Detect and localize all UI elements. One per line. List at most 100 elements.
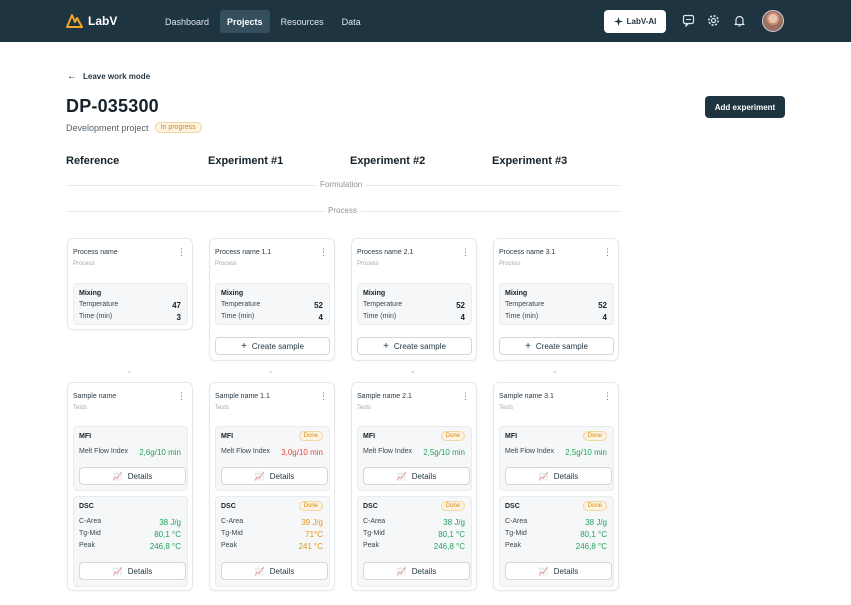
done-badge: Done [582, 501, 607, 511]
result-value: 80,1 °C [580, 530, 607, 539]
sample-card[interactable]: Sample name 2.1 Tests ⋮ MFI Done Melt Fl… [351, 382, 477, 591]
result-label: Melt Flow Index [221, 448, 271, 455]
param-value: 3 [176, 313, 181, 322]
param-label: Temperature [363, 301, 403, 308]
more-options-icon[interactable]: ⋮ [319, 247, 328, 257]
done-badge: Done [298, 431, 323, 441]
result-value: 3,0g/10 min [281, 448, 323, 457]
process-name: Process name 3.1 [499, 249, 556, 256]
chart-icon: 📈 [396, 471, 407, 481]
leave-work-mode-label: Leave work mode [83, 72, 151, 81]
param-label: Time (min) [363, 313, 397, 320]
more-options-icon[interactable]: ⋮ [319, 391, 328, 401]
column-header-reference: Reference [66, 155, 120, 167]
section-title: Mixing [79, 290, 102, 297]
result-row: Peak 241 °C [221, 542, 323, 551]
app-logo[interactable]: LabV [66, 13, 117, 28]
result-label: C-Area [363, 518, 386, 525]
add-experiment-button[interactable]: Add experiment [705, 96, 785, 118]
column-header-experiment-3: Experiment #3 [492, 155, 568, 167]
chat-icon[interactable] [682, 14, 695, 27]
process-type: Process [215, 261, 237, 267]
details-label: Details [127, 566, 153, 576]
create-sample-button[interactable]: + Create sample [357, 337, 472, 355]
dsc-section: DSC Done C-Area 38 J/g Tg-Mid 80,1 °C Pe… [499, 496, 614, 587]
sample-name: Sample name [73, 393, 117, 400]
sample-type: Tests [215, 405, 230, 411]
result-value: 80,1 °C [154, 530, 181, 539]
column-header-experiment-2: Experiment #2 [350, 155, 426, 167]
result-row: Tg-Mid 80,1 °C [505, 530, 607, 539]
result-label: C-Area [221, 518, 244, 525]
section-title: MFI [79, 433, 92, 440]
param-label: Temperature [79, 301, 119, 308]
process-card[interactable]: Process name 1.1 Process ⋮ Mixing Temper… [209, 238, 335, 361]
nav-resources[interactable]: Resources [280, 16, 324, 27]
result-value: 246,8 °C [433, 542, 465, 551]
result-row: Peak 246,8 °C [505, 542, 607, 551]
result-label: C-Area [79, 518, 102, 525]
param-row: Temperature 52 [363, 301, 465, 310]
process-divider-label[interactable]: Process [324, 206, 361, 215]
result-row: Melt Flow Index 2,6g/10 min [79, 448, 181, 457]
bell-icon[interactable] [733, 14, 746, 27]
dsc-section: DSC Done C-Area 39 J/g Tg-Mid 71°C Peak … [215, 496, 330, 587]
process-card[interactable]: Process name 2.1 Process ⋮ Mixing Temper… [351, 238, 477, 361]
details-button[interactable]: 📈 Details [221, 467, 328, 485]
result-value: 38 J/g [585, 518, 607, 527]
sample-card[interactable]: Sample name 3.1 Tests ⋮ MFI Done Melt Fl… [493, 382, 619, 591]
create-sample-button[interactable]: + Create sample [499, 337, 614, 355]
plus-icon: + [525, 340, 531, 352]
more-options-icon[interactable]: ⋮ [461, 247, 470, 257]
result-label: Tg-Mid [79, 530, 101, 537]
labv-ai-button[interactable]: LabV-AI [604, 10, 666, 33]
details-button[interactable]: 📈 Details [363, 562, 470, 580]
details-button[interactable]: 📈 Details [79, 467, 186, 485]
done-badge: Done [298, 501, 323, 511]
create-sample-button[interactable]: + Create sample [215, 337, 330, 355]
user-avatar[interactable] [762, 10, 784, 32]
sample-name: Sample name 2.1 [357, 393, 412, 400]
sample-type: Tests [499, 405, 514, 411]
more-options-icon[interactable]: ⋮ [177, 247, 186, 257]
more-options-icon[interactable]: ⋮ [177, 391, 186, 401]
leave-work-mode-link[interactable]: ← Leave work mode [67, 71, 150, 82]
details-label: Details [127, 471, 153, 481]
result-label: Tg-Mid [221, 530, 243, 537]
details-button[interactable]: 📈 Details [505, 467, 612, 485]
process-card[interactable]: Process name Process ⋮ Mixing Temperatur… [67, 238, 193, 330]
process-card[interactable]: Process name 3.1 Process ⋮ Mixing Temper… [493, 238, 619, 361]
section-title: Mixing [221, 290, 244, 297]
details-button[interactable]: 📈 Details [505, 562, 612, 580]
more-options-icon[interactable]: ⋮ [603, 391, 612, 401]
nav-data[interactable]: Data [341, 16, 361, 27]
nav-dashboard[interactable]: Dashboard [165, 16, 210, 27]
details-button[interactable]: 📈 Details [363, 467, 470, 485]
result-label: C-Area [505, 518, 528, 525]
chart-icon: 📈 [112, 471, 123, 481]
more-options-icon[interactable]: ⋮ [603, 247, 612, 257]
more-options-icon[interactable]: ⋮ [461, 391, 470, 401]
details-button[interactable]: 📈 Details [79, 562, 186, 580]
param-label: Time (min) [505, 313, 539, 320]
result-row: C-Area 38 J/g [79, 518, 181, 527]
details-button[interactable]: 📈 Details [221, 562, 328, 580]
result-value: 2,6g/10 min [139, 448, 181, 457]
mixing-section: Mixing Temperature 52 Time (min) 4 [499, 283, 614, 325]
result-row: C-Area 38 J/g [363, 518, 465, 527]
plus-icon: + [383, 340, 389, 352]
formulation-divider-label[interactable]: Formulation [316, 180, 367, 189]
labv-ai-label: LabV-AI [626, 17, 657, 26]
result-row: Tg-Mid 80,1 °C [79, 530, 181, 539]
sample-card[interactable]: Sample name 1.1 Tests ⋮ MFI Done Melt Fl… [209, 382, 335, 591]
nav-projects[interactable]: Projects [220, 10, 270, 33]
process-name: Process name [73, 249, 118, 256]
gear-icon[interactable] [707, 14, 720, 27]
chevron-down-icon: ⌄ [268, 368, 274, 375]
chart-icon: 📈 [254, 471, 265, 481]
sparkle-icon [613, 17, 623, 26]
mixing-section: Mixing Temperature 47 Time (min) 3 [73, 283, 188, 325]
sample-card[interactable]: Sample name Tests ⋮ MFI Melt Flow Index … [67, 382, 193, 591]
result-label: Peak [221, 542, 237, 549]
param-label: Temperature [221, 301, 261, 308]
